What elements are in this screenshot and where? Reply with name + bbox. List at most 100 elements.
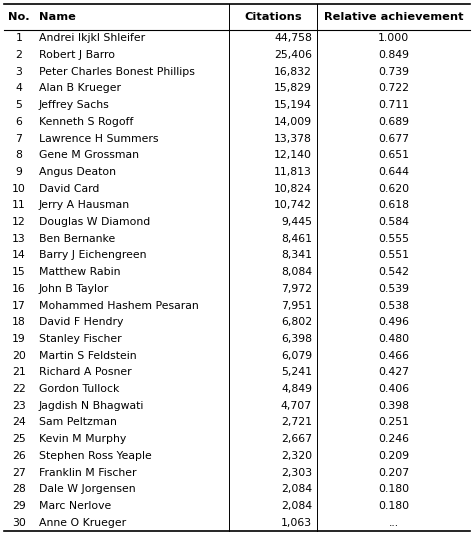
Text: 16,832: 16,832 <box>274 67 312 77</box>
Text: Matthew Rabin: Matthew Rabin <box>39 267 120 277</box>
Text: 15: 15 <box>12 267 26 277</box>
Text: 14,009: 14,009 <box>274 117 312 127</box>
Text: 0.739: 0.739 <box>378 67 409 77</box>
Text: 6: 6 <box>16 117 22 127</box>
Text: 2,667: 2,667 <box>281 434 312 444</box>
Text: 8,461: 8,461 <box>281 234 312 244</box>
Text: 0.689: 0.689 <box>378 117 409 127</box>
Text: 20: 20 <box>12 350 26 361</box>
Text: 11,813: 11,813 <box>274 167 312 177</box>
Text: 27: 27 <box>12 468 26 478</box>
Text: 9,445: 9,445 <box>281 217 312 227</box>
Text: Jagdish N Bhagwati: Jagdish N Bhagwati <box>39 401 145 411</box>
Text: 0.551: 0.551 <box>378 250 409 261</box>
Text: 25: 25 <box>12 434 26 444</box>
Text: 8: 8 <box>16 150 22 160</box>
Text: 0.406: 0.406 <box>378 384 409 394</box>
Text: 0.542: 0.542 <box>378 267 409 277</box>
Text: 5: 5 <box>16 100 22 110</box>
Text: 2,084: 2,084 <box>281 484 312 494</box>
Text: 0.722: 0.722 <box>378 83 409 94</box>
Text: Gene M Grossman: Gene M Grossman <box>39 150 139 160</box>
Text: Mohammed Hashem Pesaran: Mohammed Hashem Pesaran <box>39 301 199 310</box>
Text: Angus Deaton: Angus Deaton <box>39 167 116 177</box>
Text: 0.180: 0.180 <box>378 501 409 511</box>
Text: Ben Bernanke: Ben Bernanke <box>39 234 115 244</box>
Text: 0.246: 0.246 <box>378 434 409 444</box>
Text: 1,063: 1,063 <box>281 518 312 528</box>
Text: Citations: Citations <box>244 12 302 22</box>
Text: Stephen Ross Yeaple: Stephen Ross Yeaple <box>39 451 152 461</box>
Text: 1.000: 1.000 <box>378 33 409 43</box>
Text: 1: 1 <box>16 33 22 43</box>
Text: 0.651: 0.651 <box>378 150 409 160</box>
Text: 0.644: 0.644 <box>378 167 409 177</box>
Text: 6,802: 6,802 <box>281 317 312 327</box>
Text: 22: 22 <box>12 384 26 394</box>
Text: Dale W Jorgensen: Dale W Jorgensen <box>39 484 136 494</box>
Text: David F Hendry: David F Hendry <box>39 317 123 327</box>
Text: Douglas W Diamond: Douglas W Diamond <box>39 217 150 227</box>
Text: Franklin M Fischer: Franklin M Fischer <box>39 468 137 478</box>
Text: 28: 28 <box>12 484 26 494</box>
Text: 9: 9 <box>16 167 22 177</box>
Text: 0.711: 0.711 <box>378 100 409 110</box>
Text: 12,140: 12,140 <box>274 150 312 160</box>
Text: 7,951: 7,951 <box>281 301 312 310</box>
Text: 18: 18 <box>12 317 26 327</box>
Text: 0.480: 0.480 <box>378 334 409 344</box>
Text: 5,241: 5,241 <box>281 368 312 377</box>
Text: 0.620: 0.620 <box>378 184 409 194</box>
Text: Kenneth S Rogoff: Kenneth S Rogoff <box>39 117 133 127</box>
Text: 10,742: 10,742 <box>274 200 312 210</box>
Text: 2: 2 <box>16 50 22 60</box>
Text: 8,341: 8,341 <box>281 250 312 261</box>
Text: 15,194: 15,194 <box>274 100 312 110</box>
Text: Barry J Eichengreen: Barry J Eichengreen <box>39 250 146 261</box>
Text: 4: 4 <box>16 83 22 94</box>
Text: ...: ... <box>388 518 399 528</box>
Text: Sam Peltzman: Sam Peltzman <box>39 417 117 427</box>
Text: 16: 16 <box>12 284 26 294</box>
Text: 14: 14 <box>12 250 26 261</box>
Text: 0.677: 0.677 <box>378 134 409 143</box>
Text: 11: 11 <box>12 200 26 210</box>
Text: 4,707: 4,707 <box>281 401 312 411</box>
Text: David Card: David Card <box>39 184 100 194</box>
Text: No.: No. <box>8 12 30 22</box>
Text: 44,758: 44,758 <box>274 33 312 43</box>
Text: 0.398: 0.398 <box>378 401 409 411</box>
Text: 19: 19 <box>12 334 26 344</box>
Text: 6,398: 6,398 <box>281 334 312 344</box>
Text: 30: 30 <box>12 518 26 528</box>
Text: 10: 10 <box>12 184 26 194</box>
Text: 13: 13 <box>12 234 26 244</box>
Text: 15,829: 15,829 <box>274 83 312 94</box>
Text: 0.496: 0.496 <box>378 317 409 327</box>
Text: Peter Charles Bonest Phillips: Peter Charles Bonest Phillips <box>39 67 195 77</box>
Text: 0.207: 0.207 <box>378 468 409 478</box>
Text: Robert J Barro: Robert J Barro <box>39 50 115 60</box>
Text: 0.538: 0.538 <box>378 301 409 310</box>
Text: 6,079: 6,079 <box>281 350 312 361</box>
Text: Jerry A Hausman: Jerry A Hausman <box>39 200 130 210</box>
Text: 7: 7 <box>16 134 22 143</box>
Text: 13,378: 13,378 <box>274 134 312 143</box>
Text: 26: 26 <box>12 451 26 461</box>
Text: 0.209: 0.209 <box>378 451 409 461</box>
Text: Name: Name <box>39 12 76 22</box>
Text: 12: 12 <box>12 217 26 227</box>
Text: 0.618: 0.618 <box>378 200 409 210</box>
Text: 8,084: 8,084 <box>281 267 312 277</box>
Text: 4,849: 4,849 <box>281 384 312 394</box>
Text: 10,824: 10,824 <box>274 184 312 194</box>
Text: 3: 3 <box>16 67 22 77</box>
Text: Jeffrey Sachs: Jeffrey Sachs <box>39 100 110 110</box>
Text: Lawrence H Summers: Lawrence H Summers <box>39 134 158 143</box>
Text: Gordon Tullock: Gordon Tullock <box>39 384 119 394</box>
Text: 2,303: 2,303 <box>281 468 312 478</box>
Text: Anne O Krueger: Anne O Krueger <box>39 518 126 528</box>
Text: 0.427: 0.427 <box>378 368 409 377</box>
Text: 0.584: 0.584 <box>378 217 409 227</box>
Text: 7,972: 7,972 <box>281 284 312 294</box>
